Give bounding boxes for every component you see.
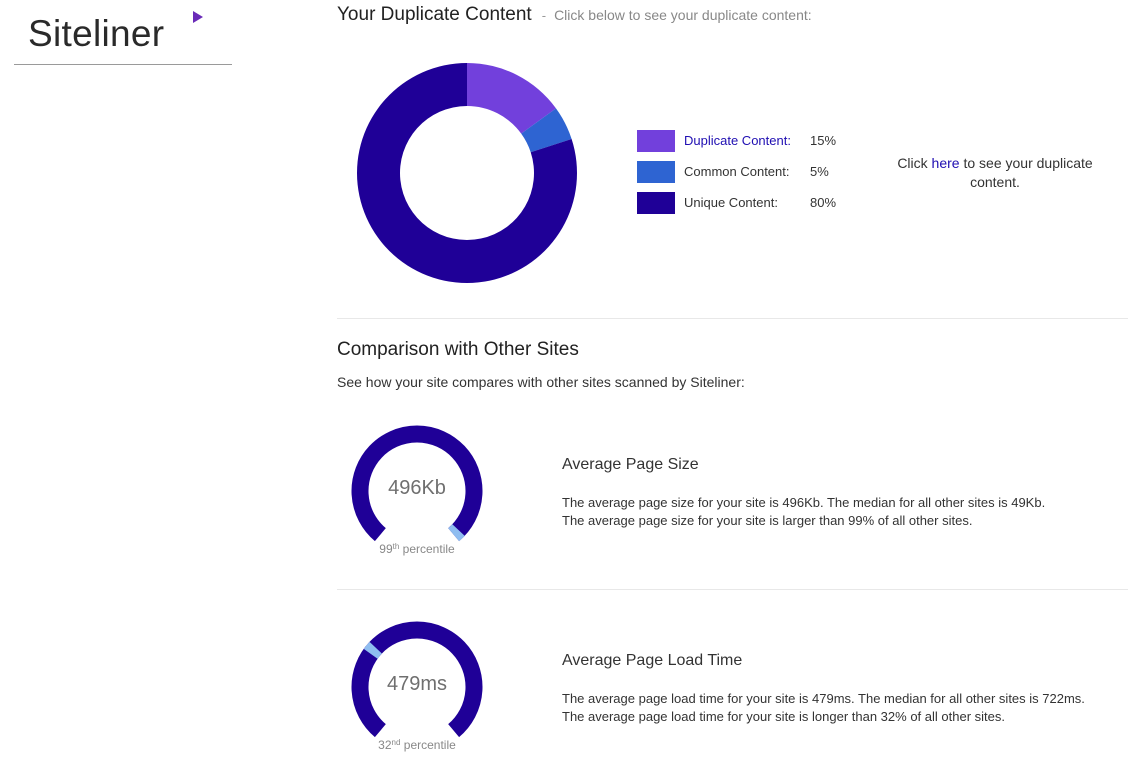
- legend-label-common: Common Content:: [684, 164, 790, 179]
- note-prefix: Click: [897, 155, 932, 171]
- donut-slice-common[interactable]: [521, 108, 572, 153]
- load-time-line-1: The average page load time for your site…: [562, 691, 1085, 706]
- section-divider: [337, 318, 1128, 319]
- donut-slice-duplicate[interactable]: [467, 63, 556, 134]
- duplicate-content-note: Click here to see your duplicate content…: [897, 154, 1093, 192]
- logo-text: Siteliner: [28, 13, 165, 54]
- page-size-gauge-value: 496Kb: [388, 477, 446, 499]
- duplicate-content-header: Your Duplicate Content - Click below to se…: [337, 4, 812, 26]
- legend-label-duplicate[interactable]: Duplicate Content:: [684, 133, 791, 148]
- percentile-label: percentile: [399, 542, 455, 556]
- load-time-title: Average Page Load Time: [562, 652, 743, 669]
- legend-swatch-duplicate: [637, 130, 675, 152]
- siteliner-logo[interactable]: Siteliner: [14, 0, 232, 65]
- page-size-gauge-arc: [351, 425, 483, 542]
- donut-slice-unique[interactable]: [356, 63, 577, 283]
- gauge-track: [351, 425, 483, 542]
- duplicate-content-title: Your Duplicate Content: [337, 4, 532, 25]
- load-time-percentile: 32nd percentile: [350, 738, 484, 752]
- section-divider: [337, 589, 1128, 590]
- legend-value-unique: 80%: [810, 195, 837, 210]
- page-size-line-1: The average page size for your site is 4…: [562, 495, 1046, 510]
- comparison-description: See how your site compares with other si…: [337, 374, 745, 390]
- duplicate-content-donut-chart[interactable]: [356, 62, 578, 284]
- page-size-line-2: The average page size for your site is l…: [562, 513, 973, 528]
- main-content: Your Duplicate Content - Click below to se…: [337, 0, 1129, 766]
- logo-triangle-icon: [193, 11, 203, 23]
- page-size-percentile: 99th percentile: [350, 542, 484, 556]
- percentile-label: percentile: [400, 738, 456, 752]
- legend-swatch-unique: [637, 192, 675, 214]
- comparison-title: Comparison with Other Sites: [337, 339, 579, 360]
- legend-value-duplicate: 15%: [810, 133, 837, 148]
- legend-value-common: 5%: [810, 164, 829, 179]
- page-size-title: Average Page Size: [562, 456, 699, 473]
- percentile-number: 32: [378, 738, 392, 752]
- load-time-gauge-value: 479ms: [386, 673, 448, 695]
- percentile-suffix: nd: [391, 738, 401, 747]
- gauge-percentile-marker: [363, 641, 382, 659]
- load-time-line-2: The average page load time for your site…: [562, 709, 1005, 724]
- duplicate-content-subtitle: Click below to see your duplicate conten…: [554, 7, 812, 23]
- load-time-gauge: 479ms 32nd percentile: [350, 620, 484, 760]
- percentile-number: 99: [379, 542, 393, 556]
- duplicate-content-here-link[interactable]: here: [931, 155, 960, 171]
- header-separator: -: [541, 8, 547, 23]
- load-time-gauge-arc: [351, 621, 483, 738]
- legend-label-unique: Unique Content:: [684, 195, 778, 210]
- page-size-gauge: 496Kb 99th percentile: [350, 424, 484, 564]
- gauge-track: [351, 621, 483, 738]
- legend-swatch-common: [637, 161, 675, 183]
- percentile-suffix: th: [392, 542, 400, 551]
- note-suffix: to see your duplicate content.: [959, 155, 1093, 190]
- gauge-percentile-marker: [448, 524, 465, 542]
